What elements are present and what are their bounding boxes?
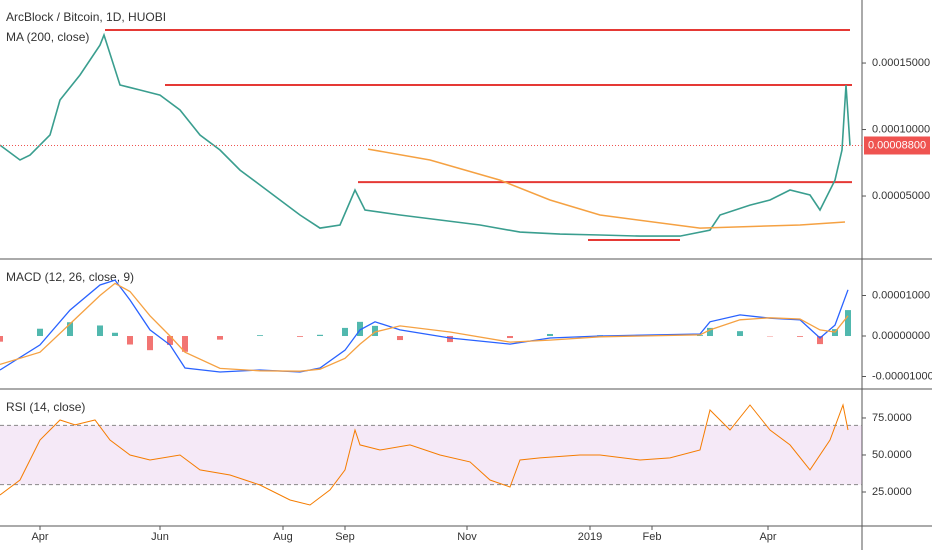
x-tick-label: Feb bbox=[643, 531, 662, 543]
histogram-bar bbox=[147, 336, 153, 351]
histogram-bar bbox=[317, 334, 323, 337]
histogram-bar bbox=[217, 336, 223, 340]
panel-title: ArcBlock / Bitcoin, 1D, HUOBI bbox=[6, 10, 166, 24]
y-tick-label: 25.0000 bbox=[872, 486, 912, 498]
rsi-line bbox=[0, 403, 849, 506]
histogram-bar bbox=[0, 336, 3, 342]
signal-line bbox=[0, 282, 849, 372]
histogram-bar bbox=[97, 325, 103, 337]
histogram-bar bbox=[182, 336, 188, 352]
y-tick-label: 0.00010000 bbox=[872, 123, 930, 135]
histogram-bar bbox=[257, 335, 263, 337]
last-price-box bbox=[864, 136, 930, 155]
x-tick-label: Apr bbox=[31, 531, 48, 543]
histogram-bar bbox=[817, 336, 823, 345]
histogram-bar bbox=[112, 332, 118, 337]
panel-title: RSI (14, close) bbox=[6, 400, 85, 414]
histogram-bar bbox=[372, 325, 378, 337]
histogram-bar bbox=[167, 336, 173, 345]
legend-entry: MA (200, close) bbox=[6, 30, 89, 44]
histogram-bar bbox=[297, 336, 303, 337]
histogram-bar bbox=[397, 336, 403, 341]
panel-title: MACD (12, 26, close, 9) bbox=[6, 270, 134, 284]
y-tick-label: 0.00015000 bbox=[872, 57, 930, 69]
histogram-bar bbox=[547, 333, 553, 337]
x-tick-label: Jun bbox=[151, 531, 169, 543]
y-tick-label: 0.00000000 bbox=[872, 330, 930, 342]
y-tick-label: -0.00001000 bbox=[872, 370, 932, 382]
histogram-bar bbox=[67, 322, 73, 337]
histogram-bar bbox=[342, 327, 348, 337]
histogram-bar bbox=[737, 331, 743, 337]
x-tick-label: Sep bbox=[335, 531, 355, 543]
last-price-label: 0.00008800 bbox=[868, 139, 926, 151]
ma-line bbox=[367, 148, 846, 229]
x-tick-label: Nov bbox=[457, 531, 477, 543]
y-tick-label: 75.0000 bbox=[872, 412, 912, 424]
y-tick-label: 0.00005000 bbox=[872, 190, 930, 202]
histogram-bar bbox=[707, 327, 713, 337]
x-tick-label: Apr bbox=[759, 531, 776, 543]
y-tick-label: 0.00001000 bbox=[872, 289, 930, 301]
x-tick-label: 2019 bbox=[578, 531, 602, 543]
histogram-bar bbox=[447, 336, 453, 343]
x-tick-label: Aug bbox=[273, 531, 293, 543]
rsi-band bbox=[0, 425, 862, 485]
histogram-bar bbox=[357, 321, 363, 337]
histogram-bar bbox=[845, 310, 851, 337]
histogram-bar bbox=[797, 336, 803, 337]
macd-line bbox=[0, 279, 849, 373]
histogram-bar bbox=[37, 328, 43, 337]
price-line bbox=[0, 32, 851, 237]
histogram-bar bbox=[127, 336, 133, 345]
histogram-bar bbox=[507, 336, 513, 339]
y-tick-label: 50.0000 bbox=[872, 449, 912, 461]
histogram-bar bbox=[697, 335, 703, 337]
